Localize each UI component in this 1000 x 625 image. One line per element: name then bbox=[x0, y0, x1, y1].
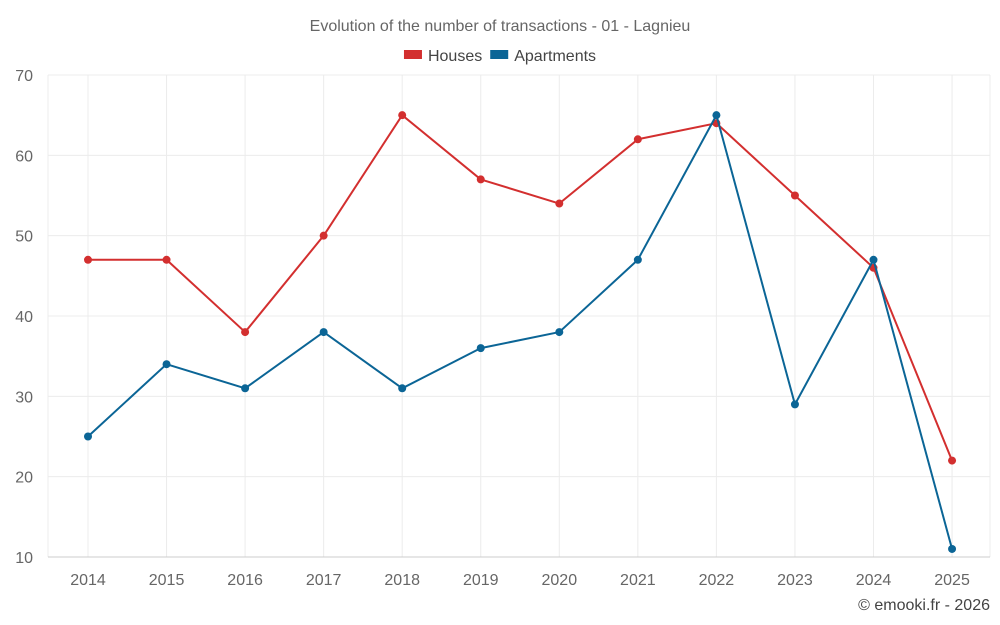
y-tick-label: 40 bbox=[15, 309, 33, 326]
data-point[interactable] bbox=[948, 544, 957, 553]
data-point[interactable] bbox=[790, 400, 799, 409]
data-point[interactable] bbox=[948, 456, 957, 465]
data-point[interactable] bbox=[555, 199, 564, 208]
data-point[interactable] bbox=[790, 191, 799, 200]
data-point[interactable] bbox=[555, 328, 564, 337]
legend-label-houses[interactable]: Houses bbox=[428, 48, 482, 65]
data-point[interactable] bbox=[633, 255, 642, 264]
x-tick-label: 2019 bbox=[463, 572, 499, 589]
y-tick-label: 10 bbox=[15, 550, 33, 567]
series-line bbox=[87, 114, 954, 550]
x-tick-label: 2023 bbox=[777, 572, 813, 589]
data-point[interactable] bbox=[319, 328, 328, 337]
x-tick-label: 2024 bbox=[856, 572, 892, 589]
legend: Houses Apartments bbox=[403, 48, 596, 65]
y-tick-label: 60 bbox=[15, 148, 33, 165]
data-point[interactable] bbox=[398, 384, 407, 393]
x-tick-label: 2018 bbox=[384, 572, 420, 589]
legend-swatch-apartments bbox=[490, 50, 509, 59]
data-point[interactable] bbox=[398, 111, 407, 120]
series-apartments bbox=[84, 111, 957, 553]
grid bbox=[47, 74, 991, 557]
data-point[interactable] bbox=[241, 384, 250, 393]
y-tick-label: 50 bbox=[15, 229, 33, 246]
data-point[interactable] bbox=[162, 255, 171, 264]
y-axis-ticks: 10 20 30 40 50 60 70 bbox=[15, 68, 33, 567]
data-point[interactable] bbox=[633, 135, 642, 144]
x-tick-label: 2022 bbox=[699, 572, 735, 589]
x-tick-label: 2015 bbox=[149, 572, 185, 589]
data-point[interactable] bbox=[869, 255, 878, 264]
data-point[interactable] bbox=[476, 344, 485, 353]
x-tick-label: 2021 bbox=[620, 572, 656, 589]
data-point[interactable] bbox=[84, 432, 92, 441]
y-tick-label: 20 bbox=[15, 470, 33, 487]
series-line bbox=[88, 114, 953, 461]
x-axis-ticks: 2014 2015 2016 2017 2018 2019 2020 2021 2022 2023… bbox=[70, 572, 970, 589]
data-point[interactable] bbox=[162, 360, 171, 369]
y-tick-label: 70 bbox=[15, 68, 33, 85]
x-tick-label: 2020 bbox=[542, 572, 578, 589]
x-tick-label: 2025 bbox=[934, 572, 970, 589]
series-houses bbox=[84, 111, 957, 465]
data-point[interactable] bbox=[241, 328, 250, 337]
legend-label-apartments[interactable]: Apartments bbox=[514, 48, 596, 65]
series-group bbox=[84, 111, 957, 553]
credit-text: © emooki.fr - 2026 bbox=[858, 597, 990, 614]
data-point[interactable] bbox=[319, 231, 328, 240]
x-tick-label: 2017 bbox=[306, 572, 342, 589]
y-tick-label: 30 bbox=[15, 389, 33, 406]
data-point[interactable] bbox=[84, 255, 92, 264]
chart-title: Evolution of the number of transactions … bbox=[310, 18, 691, 35]
legend-swatch-houses bbox=[403, 50, 422, 59]
x-tick-label: 2014 bbox=[70, 572, 106, 589]
x-tick-label: 2016 bbox=[227, 572, 263, 589]
data-point[interactable] bbox=[712, 111, 721, 120]
data-point[interactable] bbox=[476, 175, 485, 184]
